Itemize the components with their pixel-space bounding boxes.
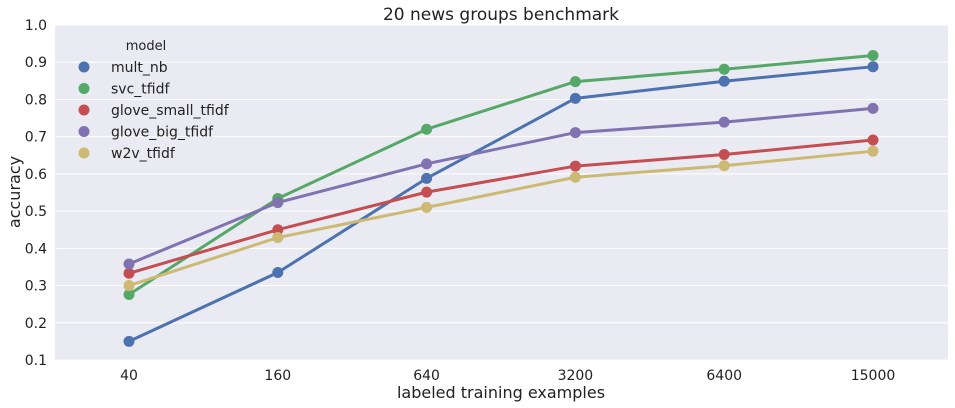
data-point-glove-big-tfidf [272,197,284,209]
legend-marker [78,126,90,137]
y-tick-label: 1.0 [25,18,47,34]
y-tick-label: 0.5 [25,204,47,220]
grid-lines [55,24,948,361]
data-point-mult-nb [867,61,879,73]
legend-marker [78,61,90,73]
y-tick-label: 0.3 [25,279,47,295]
data-point-w2v-tfidf [718,160,730,172]
data-point-glove-small-tfidf [421,186,433,198]
data-point-glove-big-tfidf [123,258,135,270]
data-point-glove-big-tfidf [867,102,879,114]
series-points [123,50,879,347]
y-tick-label: 0.6 [25,167,47,183]
series-line-glove-big-tfidf [127,106,875,266]
y-tick-label: 0.1 [25,353,47,369]
data-point-mult-nb [421,172,433,184]
y-axis-label: accuracy [5,156,24,228]
data-point-glove-small-tfidf [123,267,135,279]
x-tick-label: 3200 [558,368,594,384]
data-point-glove-big-tfidf [718,116,730,128]
series-line-w2v-tfidf [127,149,875,288]
legend-marker [78,83,90,94]
data-point-w2v-tfidf [569,171,581,183]
x-tick-label: 160 [264,368,291,384]
data-point-mult-nb [718,75,730,87]
data-point-svc-tfidf [123,288,135,300]
series-lines [127,54,875,343]
y-tick-label: 0.9 [25,55,47,71]
data-point-w2v-tfidf [123,280,135,292]
y-tick-label: 0.4 [25,241,47,257]
data-point-glove-big-tfidf [569,127,581,139]
legend-marker [78,104,90,116]
data-point-svc-tfidf [718,63,730,75]
data-point-glove-small-tfidf [569,160,581,172]
data-point-svc-tfidf [421,123,433,135]
data-point-w2v-tfidf [421,201,433,213]
series-line-svc-tfidf [127,54,875,296]
series-line-glove-small-tfidf [127,138,875,275]
data-point-mult-nb [123,335,135,347]
data-point-w2v-tfidf [867,145,879,157]
data-point-glove-big-tfidf [421,158,433,170]
legend-label: glove_big_tfidf [111,125,214,141]
chart-title: 20 news groups benchmark [383,5,619,25]
data-point-mult-nb [569,92,581,104]
legend-label: w2v_tfidf [111,146,176,162]
x-tick-label: 15000 [851,368,896,384]
data-point-glove-small-tfidf [718,149,730,161]
data-point-svc-tfidf [569,76,581,88]
data-point-w2v-tfidf [272,232,284,244]
data-point-glove-small-tfidf [272,224,284,236]
x-tick-labels: 40 160 640 3200 6400 15000 [120,368,895,384]
legend-label: mult_nb [111,60,168,76]
series-line-mult-nb [127,65,875,343]
x-tick-label: 640 [413,368,440,384]
x-tick-label: 40 [120,368,138,384]
y-tick-label: 0.7 [25,130,47,146]
y-tick-labels: 0.1 0.2 0.3 0.4 0.5 0.6 0.7 0.8 0.9 1.0 [25,18,47,369]
legend-marker [78,147,90,159]
data-point-mult-nb [272,267,284,279]
y-tick-label: 0.8 [25,92,47,108]
y-tick-label: 0.2 [25,316,47,332]
legend-title: model [126,39,166,54]
data-point-glove-small-tfidf [867,134,879,146]
legend-label: glove_small_tfidf [111,103,230,119]
x-axis-label: labeled training examples [397,383,605,402]
legend-label: svc_tfidf [111,82,170,98]
legend: model mult_nb svc_tfidf glove_small_tfidfg… [78,39,230,162]
data-point-svc-tfidf [867,50,879,62]
x-tick-label: 6400 [706,368,742,384]
